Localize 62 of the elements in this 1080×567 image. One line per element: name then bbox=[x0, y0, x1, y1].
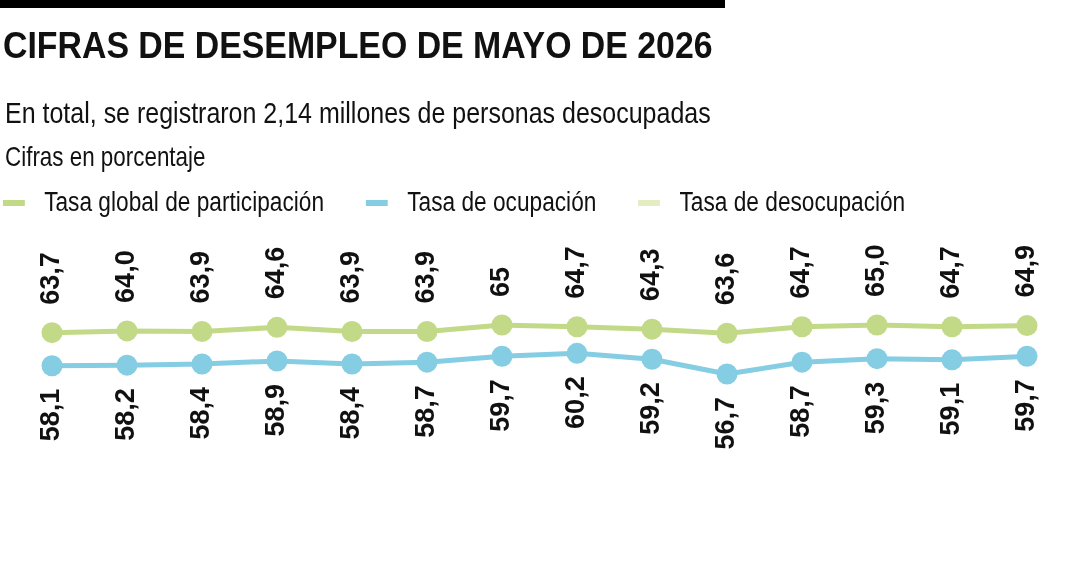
point bbox=[491, 314, 513, 336]
data-label: 63,6 bbox=[710, 252, 741, 306]
data-label: 59,2 bbox=[635, 382, 666, 435]
data-label: 59,3 bbox=[860, 381, 891, 435]
legend-label: Tasa de desocupación bbox=[679, 187, 906, 217]
legend-label: Tasa global de participación bbox=[44, 187, 325, 217]
data-label: 58,7 bbox=[785, 385, 816, 438]
point bbox=[866, 314, 888, 336]
point bbox=[1016, 315, 1038, 337]
point bbox=[191, 320, 213, 342]
data-label: 58,7 bbox=[410, 385, 441, 438]
point bbox=[491, 345, 513, 367]
data-label: 59,7 bbox=[1010, 379, 1041, 432]
data-label: 65,0 bbox=[860, 244, 891, 297]
data-label: 64,3 bbox=[635, 248, 666, 302]
point bbox=[416, 351, 438, 373]
point bbox=[641, 348, 663, 370]
data-label: 64,7 bbox=[935, 246, 966, 299]
point bbox=[41, 322, 63, 344]
data-label: 63,9 bbox=[410, 250, 441, 304]
data-label: 64,6 bbox=[260, 246, 291, 300]
point bbox=[266, 350, 288, 372]
point bbox=[941, 349, 963, 371]
data-label: 63,9 bbox=[335, 250, 366, 304]
text: Cifras en porcentaje bbox=[5, 141, 206, 172]
point bbox=[566, 342, 588, 364]
data-label: 58,2 bbox=[110, 388, 141, 441]
data-label: 59,1 bbox=[935, 382, 966, 436]
point bbox=[416, 320, 438, 342]
data-label: 59,7 bbox=[485, 379, 516, 432]
point bbox=[716, 322, 738, 344]
point bbox=[41, 355, 63, 377]
point bbox=[941, 316, 963, 338]
point bbox=[791, 316, 813, 338]
point bbox=[866, 348, 888, 370]
data-label: 58,4 bbox=[185, 386, 216, 440]
chart-subtitle: En total, se registraron 2,14 millones de personas desocupadas bbox=[5, 96, 711, 129]
point bbox=[266, 316, 288, 338]
data-label: 58,1 bbox=[35, 388, 66, 442]
point bbox=[566, 316, 588, 338]
point bbox=[341, 320, 363, 342]
data-label: 65 bbox=[485, 266, 516, 297]
point bbox=[341, 353, 363, 375]
legend-label: Tasa de ocupación bbox=[407, 187, 597, 217]
data-label: 64,7 bbox=[785, 246, 816, 299]
data-label: 58,4 bbox=[335, 386, 366, 440]
data-label: 58,9 bbox=[260, 384, 291, 437]
point bbox=[116, 354, 138, 376]
data-label: 63,7 bbox=[35, 252, 66, 305]
data-label: 63,9 bbox=[185, 250, 216, 304]
point bbox=[716, 363, 738, 385]
chart-title: CIFRAS DE DESEMPLEO DE MAYO DE 2026 bbox=[3, 25, 713, 66]
point bbox=[1016, 345, 1038, 367]
data-label: 60,2 bbox=[560, 376, 591, 429]
point bbox=[791, 351, 813, 373]
point bbox=[641, 318, 663, 340]
data-label: 56,7 bbox=[710, 397, 741, 450]
data-label: 64,7 bbox=[560, 246, 591, 299]
point bbox=[191, 353, 213, 375]
data-label: 64,0 bbox=[110, 250, 141, 303]
point bbox=[116, 320, 138, 342]
data-label: 64,9 bbox=[1010, 245, 1041, 298]
